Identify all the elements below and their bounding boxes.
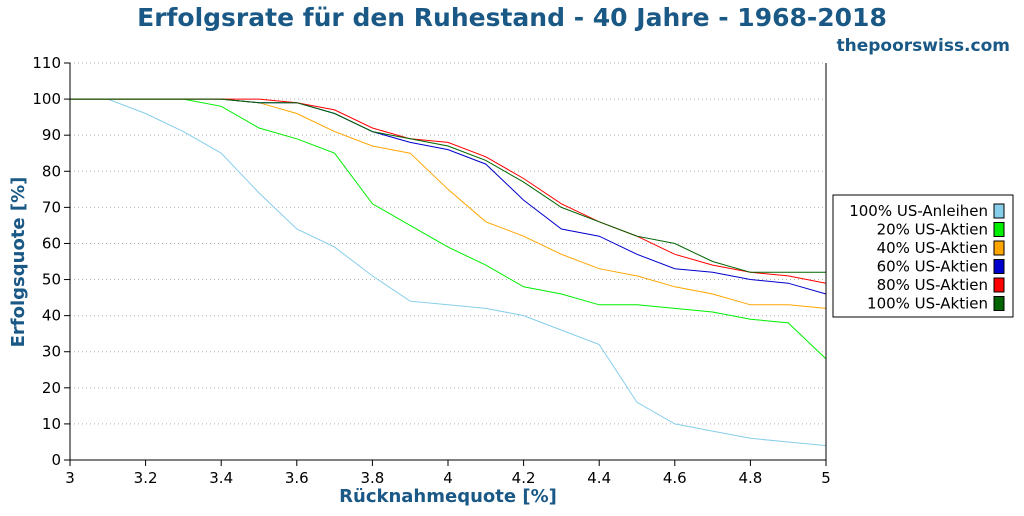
y-axis-label: Erfolgsquote [%]: [8, 177, 29, 348]
y-tick-label: 40: [42, 307, 61, 325]
y-tick-label: 30: [42, 343, 61, 361]
legend-swatch: [993, 296, 1005, 311]
y-tick-label: 100: [32, 90, 61, 108]
grid: [70, 62, 826, 425]
series-lines: [70, 98, 827, 447]
chart-title: Erfolgsrate für den Ruhestand - 40 Jahre…: [137, 3, 887, 32]
x-tick-label: 3.2: [134, 469, 158, 487]
x-tick-label: 4.4: [587, 469, 611, 487]
x-axis-label: Rücknahmequote [%]: [339, 486, 557, 507]
x-tick-label: 3.8: [360, 469, 384, 487]
legend-swatch: [993, 277, 1005, 293]
x-tick-label: 3.4: [209, 469, 233, 487]
legend-entry-label: 80% US-Aktien: [877, 276, 988, 294]
x-tick-label: 4: [443, 469, 453, 487]
x-tick-label: 5: [821, 469, 831, 487]
x-tick-label: 3: [65, 469, 75, 487]
legend-entry-label: 20% US-Aktien: [877, 221, 988, 239]
legend-entry-label: 100% US-Aktien: [867, 295, 988, 313]
legend-entry-label: 100% US-Anleihen: [849, 202, 988, 220]
axes: 0 10 20 30 40 50 60 70 80 90 100 110 3 3.2 3.4 3.6 3.8 4 4…: [32, 54, 830, 487]
y-tick-label: 0: [51, 451, 61, 469]
y-tick-label: 10: [42, 415, 61, 433]
legend-entry-label: 60% US-Aktien: [877, 258, 988, 276]
series-line: [70, 98, 826, 273]
y-tick-label: 20: [42, 379, 61, 397]
x-tick-label: 4.2: [512, 469, 536, 487]
y-tick-label: 50: [42, 271, 61, 289]
legend-swatch: [993, 259, 1005, 274]
y-tick-label: 70: [42, 198, 61, 216]
legend-swatch: [993, 240, 1005, 256]
series-line: [70, 98, 827, 360]
x-tick-label: 4.8: [738, 469, 762, 487]
x-tick-label: 3.6: [285, 469, 309, 487]
source-label: thepoorswiss.com: [837, 36, 1011, 56]
legend-swatch: [993, 203, 1005, 219]
legend-box: [832, 194, 1014, 318]
series-line: [70, 98, 827, 284]
y-tick-label: 110: [32, 54, 61, 72]
series-line: [70, 98, 827, 447]
legend-swatch: [993, 222, 1005, 237]
series-line: [70, 98, 827, 309]
x-tick-label: 4.6: [663, 469, 687, 487]
y-tick-label: 90: [42, 126, 61, 144]
legend-entry-label: 40% US-Aktien: [877, 239, 988, 257]
y-tick-label: 80: [42, 162, 61, 180]
y-tick-label: 60: [42, 234, 61, 252]
